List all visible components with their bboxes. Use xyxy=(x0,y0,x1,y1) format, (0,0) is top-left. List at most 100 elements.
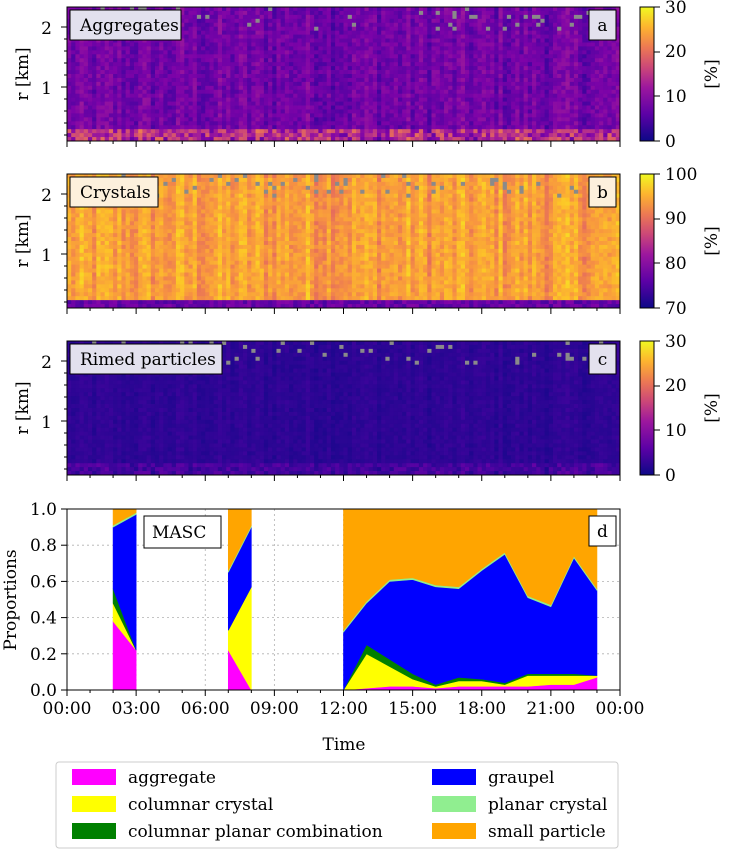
heatmap-cell xyxy=(523,125,529,130)
heatmap-cell xyxy=(590,7,596,12)
heatmap-cell xyxy=(423,58,428,63)
heatmap-cell xyxy=(226,117,231,122)
heatmap-cell xyxy=(498,42,504,47)
heatmap-cell xyxy=(117,225,122,230)
heatmap-cell xyxy=(180,14,185,20)
heatmap-cell xyxy=(536,42,541,47)
heatmap-cell xyxy=(439,105,445,110)
heatmap-cell xyxy=(125,50,131,55)
heatmap-cell xyxy=(444,105,449,110)
heatmap-cell xyxy=(548,50,554,55)
heatmap-cell xyxy=(464,101,470,106)
heatmap-cell xyxy=(167,129,173,134)
heatmap-cell xyxy=(481,133,487,138)
heatmap-cell xyxy=(268,70,273,75)
heatmap-cell xyxy=(557,125,562,130)
heatmap-cell xyxy=(113,133,118,138)
heatmap-cell xyxy=(134,46,139,51)
heatmap-cell xyxy=(146,58,152,63)
heatmap-cell xyxy=(611,121,617,126)
heatmap-cell xyxy=(385,46,390,51)
heatmap-cell xyxy=(171,133,177,138)
heatmap-cell xyxy=(456,117,462,122)
heatmap-cell xyxy=(444,93,449,99)
heatmap-cell xyxy=(314,85,319,91)
heatmap-cell xyxy=(552,93,558,99)
heatmap-cell xyxy=(578,42,583,47)
heatmap-cell xyxy=(71,133,76,138)
heatmap-cell xyxy=(213,93,219,99)
heatmap-cell xyxy=(464,26,470,32)
heatmap-cell xyxy=(117,105,122,110)
heatmap-cell xyxy=(87,264,93,269)
heatmap-cell xyxy=(565,62,571,67)
heatmap-cell xyxy=(96,38,101,43)
heatmap-cell xyxy=(569,18,575,24)
heatmap-cell xyxy=(519,26,525,32)
heatmap-cell xyxy=(113,125,118,130)
heatmap-cell xyxy=(268,46,273,51)
heatmap-cell xyxy=(439,89,445,95)
heatmap-cell xyxy=(92,284,97,289)
heatmap-cell xyxy=(263,34,269,39)
heatmap-cell xyxy=(121,54,127,59)
heatmap-cell xyxy=(498,81,504,87)
heatmap-cell xyxy=(552,42,558,47)
heatmap-cell xyxy=(351,7,357,12)
heatmap-cell xyxy=(381,58,386,63)
heatmap-cell xyxy=(222,22,227,28)
heatmap-cell xyxy=(452,54,458,59)
heatmap-cell xyxy=(544,34,550,39)
heatmap-cell xyxy=(427,77,432,83)
heatmap-cell xyxy=(444,62,449,67)
heatmap-cell xyxy=(163,121,168,126)
heatmap-cell xyxy=(154,70,160,75)
heatmap-cell xyxy=(360,34,365,39)
heatmap-cell xyxy=(79,292,85,297)
heatmap-cell xyxy=(343,117,349,122)
heatmap-cell xyxy=(515,10,520,16)
heatmap-cell xyxy=(548,7,554,12)
heatmap-cell xyxy=(104,221,110,226)
heatmap-cell xyxy=(154,97,160,102)
heatmap-cell xyxy=(582,54,587,59)
heatmap-cell xyxy=(113,276,118,281)
heatmap-cell xyxy=(494,10,499,16)
heatmap-cell xyxy=(523,34,529,39)
heatmap-cell xyxy=(561,50,566,55)
heatmap-cell xyxy=(330,93,336,99)
heatmap-cell xyxy=(289,50,294,55)
heatmap-cell xyxy=(222,46,227,51)
heatmap-cell xyxy=(410,62,416,67)
heatmap-cell xyxy=(242,50,248,55)
heatmap-cell xyxy=(418,74,424,79)
heatmap-cell xyxy=(138,129,143,134)
heatmap-cell xyxy=(121,256,127,262)
heatmap-cell xyxy=(196,14,202,20)
heatmap-cell xyxy=(372,93,378,99)
heatmap-cell xyxy=(154,62,160,67)
heatmap-cell xyxy=(318,85,323,91)
heatmap-cell xyxy=(108,50,114,55)
heatmap-cell xyxy=(222,7,227,12)
heatmap-cell xyxy=(100,241,106,246)
heatmap-cell xyxy=(108,237,114,242)
heatmap-cell xyxy=(196,18,202,24)
heatmap-cell xyxy=(582,66,587,71)
heatmap-cell xyxy=(284,74,290,79)
heatmap-cell xyxy=(272,81,277,87)
heatmap-cell xyxy=(142,89,147,95)
heatmap-cell xyxy=(255,46,261,51)
heatmap-cell xyxy=(397,89,403,95)
heatmap-cell xyxy=(385,62,390,67)
heatmap-cell xyxy=(242,117,248,122)
heatmap-cell xyxy=(268,38,273,43)
heatmap-cell xyxy=(414,34,420,39)
heatmap-cell xyxy=(573,70,579,75)
heatmap-cell xyxy=(125,54,131,59)
heatmap-cell xyxy=(431,74,437,79)
heatmap-cell xyxy=(418,105,424,110)
heatmap-cell xyxy=(519,58,525,63)
heatmap-cell xyxy=(222,133,227,138)
heatmap-cell xyxy=(163,46,168,51)
